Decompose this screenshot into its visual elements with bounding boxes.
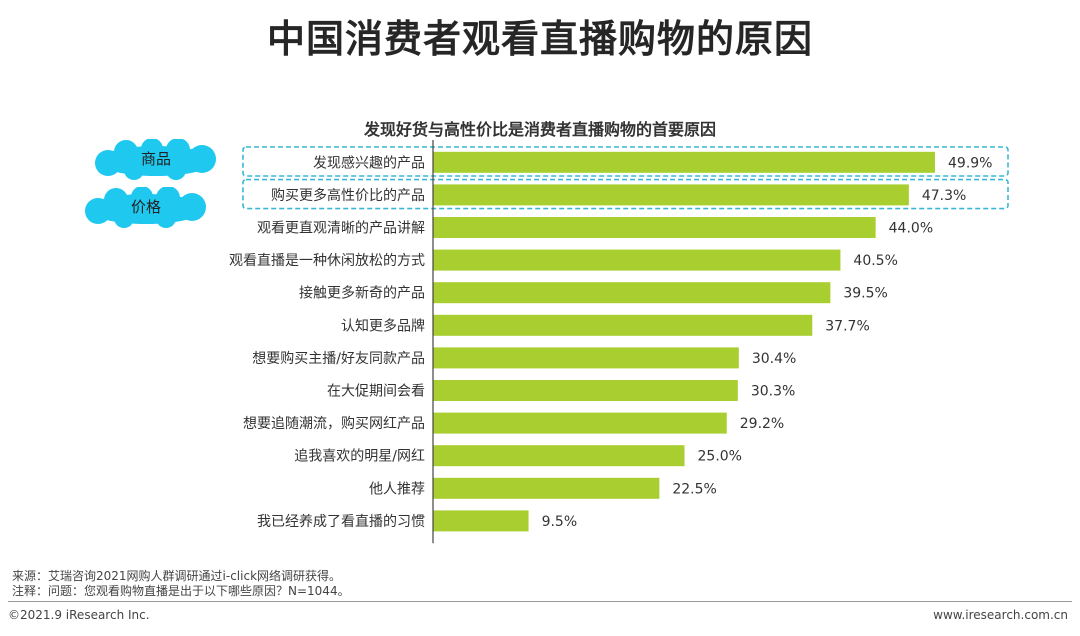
value-label: 30.3% xyxy=(751,384,795,400)
bar xyxy=(433,445,685,467)
page-title: 中国消费者观看直播购物的原因 xyxy=(266,17,813,61)
category-label: 认知更多品牌 xyxy=(341,317,425,334)
value-label: 39.5% xyxy=(843,286,887,302)
footer-divider xyxy=(8,601,1072,602)
bar xyxy=(433,412,727,434)
category-label: 观看直播是一种休闲放松的方式 xyxy=(229,252,425,269)
price-highlight-box xyxy=(242,178,1009,210)
category-label: 发现感兴趣的产品 xyxy=(313,154,425,171)
category-label: 接触更多新奇的产品 xyxy=(299,285,425,302)
category-label: 追我喜欢的明星/网红 xyxy=(294,449,425,465)
value-label: 44.0% xyxy=(889,221,933,237)
website-link[interactable]: www.iresearch.com.cn xyxy=(933,608,1068,622)
bar xyxy=(433,249,841,271)
bar xyxy=(433,347,739,369)
bar xyxy=(433,151,935,173)
source-note: 来源：艾瑞咨询2021网购人群调研通过i-click网络调研获得。 xyxy=(12,569,342,583)
bar xyxy=(433,282,831,304)
chart-title: 发现好货与高性价比是消费者直播购物的首要原因 xyxy=(363,120,716,139)
cloud-shape-icon xyxy=(85,186,206,228)
value-label: 40.5% xyxy=(853,253,897,269)
value-label: 29.2% xyxy=(740,416,784,432)
value-label: 49.9% xyxy=(948,155,992,171)
price-cloud: 价格 xyxy=(76,186,216,229)
category-label: 想要追随潮流，购买网红产品 xyxy=(243,416,425,432)
product-cloud: 商品 xyxy=(86,138,226,181)
value-label: 22.5% xyxy=(672,481,716,497)
category-label: 在大促期间会看 xyxy=(327,384,425,400)
value-label: 25.0% xyxy=(698,449,742,465)
bar xyxy=(433,477,660,499)
category-label: 他人推荐 xyxy=(369,481,425,497)
value-label: 37.7% xyxy=(825,318,869,334)
category-label: 观看更直观清晰的产品讲解 xyxy=(257,220,425,237)
bar xyxy=(433,314,813,336)
product-highlight-box xyxy=(242,146,1009,177)
category-label: 想要购买主播/好友同款产品 xyxy=(252,351,425,367)
value-label: 9.5% xyxy=(542,514,578,530)
copyright-text: ©2021.9 iResearch Inc. xyxy=(8,608,150,622)
bar xyxy=(433,510,529,532)
bar xyxy=(433,217,876,238)
value-label: 30.4% xyxy=(752,351,796,367)
bar-chart: 发现感兴趣的产品 49.9% 购买更多高性价比的产品 47.3% 观看更直观清晰的产品讲… xyxy=(229,140,1009,544)
category-label: 我已经养成了看直播的习惯 xyxy=(257,513,425,530)
price-callout-label: 价格 xyxy=(130,198,161,216)
bar xyxy=(433,184,909,206)
category-label: 购买更多高性价比的产品 xyxy=(271,187,425,204)
cloud-shape-icon xyxy=(95,138,216,180)
value-label: 47.3% xyxy=(922,188,966,204)
question-note: 注释：问题：您观看购物直播是出于以下哪些原因？N=1044。 xyxy=(12,584,350,598)
bar xyxy=(433,380,738,401)
product-callout-label: 商品 xyxy=(140,150,171,168)
